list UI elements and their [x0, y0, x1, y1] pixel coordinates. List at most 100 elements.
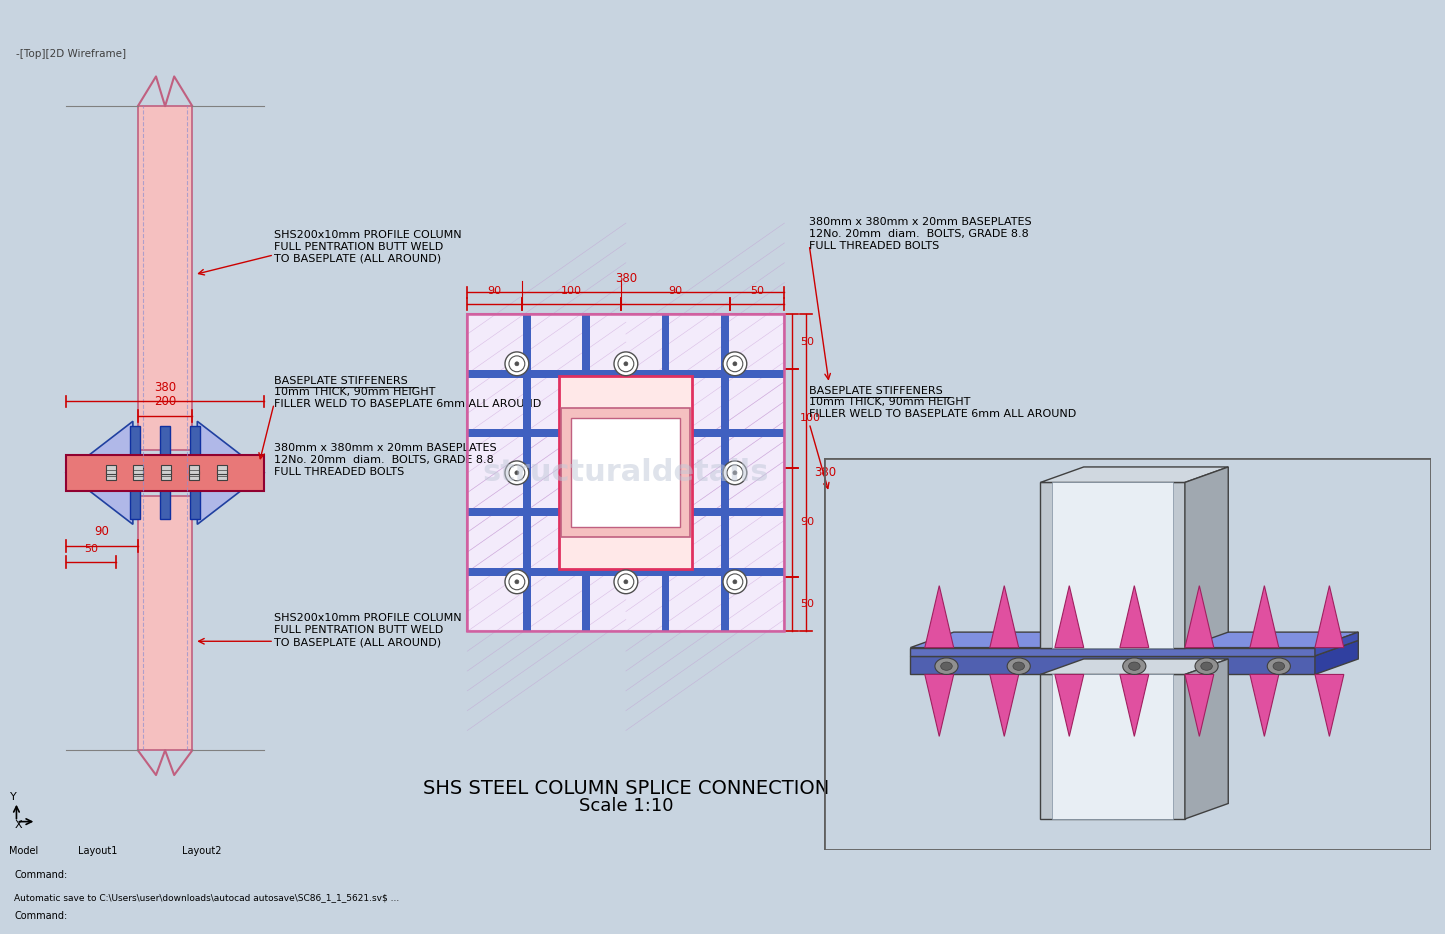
- Text: 90: 90: [94, 525, 110, 538]
- Text: 12No. 20mm  diam.  BOLTS, GRADE 8.8: 12No. 20mm diam. BOLTS, GRADE 8.8: [809, 229, 1029, 239]
- Text: FILLER WELD TO BASEPLATE 6mm ALL AROUND: FILLER WELD TO BASEPLATE 6mm ALL AROUND: [809, 409, 1077, 419]
- Text: FULL THREADED BOLTS: FULL THREADED BOLTS: [275, 467, 405, 476]
- Bar: [467, 508, 571, 517]
- Circle shape: [733, 580, 737, 584]
- Circle shape: [1123, 658, 1146, 674]
- Text: 90: 90: [801, 517, 815, 528]
- Text: Automatic save to C:\Users\user\downloads\autocad autosave\SC86_1_1_5621.sv$ ...: Automatic save to C:\Users\user\download…: [14, 894, 400, 902]
- Text: Layout1: Layout1: [78, 846, 117, 856]
- Circle shape: [1273, 662, 1285, 671]
- Bar: [189, 472, 199, 480]
- Circle shape: [514, 471, 519, 474]
- Bar: [626, 314, 785, 473]
- Polygon shape: [1315, 674, 1344, 736]
- Circle shape: [504, 352, 529, 375]
- Polygon shape: [1040, 674, 1185, 819]
- Bar: [562, 408, 691, 537]
- Polygon shape: [1120, 674, 1149, 736]
- Text: Y: Y: [10, 792, 16, 801]
- Text: 50: 50: [801, 599, 815, 609]
- Polygon shape: [1250, 674, 1279, 736]
- Text: FULL PENTRATION BUTT WELD: FULL PENTRATION BUTT WELD: [275, 626, 444, 635]
- Bar: [467, 568, 785, 576]
- Circle shape: [1129, 662, 1140, 671]
- Bar: [137, 106, 192, 450]
- Text: SHS200x10mm PROFILE COLUMN: SHS200x10mm PROFILE COLUMN: [275, 614, 462, 623]
- Bar: [105, 472, 116, 480]
- Polygon shape: [1040, 483, 1185, 647]
- Bar: [681, 508, 785, 517]
- Polygon shape: [910, 641, 1358, 656]
- Bar: [662, 528, 669, 631]
- Bar: [1052, 483, 1173, 647]
- Circle shape: [504, 460, 529, 485]
- Text: 100: 100: [561, 287, 582, 296]
- Circle shape: [1201, 662, 1212, 671]
- Polygon shape: [990, 674, 1019, 736]
- Bar: [467, 473, 626, 631]
- Bar: [467, 370, 785, 377]
- Circle shape: [727, 465, 743, 481]
- Bar: [626, 473, 785, 631]
- Circle shape: [624, 361, 629, 366]
- Bar: [137, 496, 192, 750]
- Text: TO BASEPLATE (ALL AROUND): TO BASEPLATE (ALL AROUND): [275, 637, 441, 647]
- Polygon shape: [925, 586, 954, 647]
- Circle shape: [514, 580, 519, 584]
- Circle shape: [624, 471, 629, 474]
- Polygon shape: [1185, 586, 1214, 647]
- Bar: [189, 426, 199, 519]
- Text: FULL PENTRATION BUTT WELD: FULL PENTRATION BUTT WELD: [275, 242, 444, 252]
- Polygon shape: [1120, 586, 1149, 647]
- Circle shape: [624, 580, 629, 584]
- Circle shape: [614, 352, 637, 375]
- Circle shape: [722, 460, 747, 485]
- Polygon shape: [990, 586, 1019, 647]
- Text: TO BASEPLATE (ALL AROUND): TO BASEPLATE (ALL AROUND): [275, 254, 441, 263]
- Bar: [662, 314, 669, 418]
- Circle shape: [614, 570, 637, 594]
- Circle shape: [504, 570, 529, 594]
- Circle shape: [722, 352, 747, 375]
- Text: 50: 50: [801, 336, 815, 347]
- Bar: [160, 426, 171, 519]
- Text: -[Top][2D Wireframe]: -[Top][2D Wireframe]: [16, 49, 127, 59]
- Text: 12No. 20mm  diam.  BOLTS, GRADE 8.8: 12No. 20mm diam. BOLTS, GRADE 8.8: [275, 455, 494, 465]
- Text: 380mm x 380mm x 20mm BASEPLATES: 380mm x 380mm x 20mm BASEPLATES: [809, 217, 1032, 227]
- Bar: [133, 465, 143, 474]
- Polygon shape: [910, 632, 1358, 647]
- Text: SHS200x10mm PROFILE COLUMN: SHS200x10mm PROFILE COLUMN: [275, 230, 462, 240]
- Bar: [721, 314, 728, 631]
- Bar: [217, 465, 227, 474]
- Text: BASEPLATE STIFFENERS: BASEPLATE STIFFENERS: [275, 375, 407, 386]
- Bar: [1052, 674, 1173, 819]
- Bar: [105, 465, 116, 474]
- Circle shape: [722, 570, 747, 594]
- Text: 90: 90: [669, 287, 682, 296]
- Polygon shape: [1040, 467, 1228, 483]
- Polygon shape: [1315, 586, 1344, 647]
- Polygon shape: [1040, 659, 1228, 674]
- Circle shape: [618, 465, 634, 481]
- Text: 90: 90: [487, 287, 501, 296]
- Bar: [467, 314, 785, 631]
- Circle shape: [733, 361, 737, 366]
- Text: Model: Model: [9, 846, 38, 856]
- Bar: [189, 465, 199, 474]
- Bar: [523, 314, 530, 631]
- Bar: [133, 472, 143, 480]
- Circle shape: [618, 573, 634, 589]
- Bar: [681, 430, 785, 437]
- Circle shape: [509, 356, 525, 372]
- Text: BASEPLATE STIFFENERS: BASEPLATE STIFFENERS: [809, 386, 944, 395]
- Bar: [162, 472, 171, 480]
- Circle shape: [618, 356, 634, 372]
- Polygon shape: [910, 647, 1315, 656]
- Text: 380mm x 380mm x 20mm BASEPLATES: 380mm x 380mm x 20mm BASEPLATES: [275, 443, 497, 453]
- Text: Layout2: Layout2: [182, 846, 221, 856]
- Text: 10mm THICK, 90mm HEIGHT: 10mm THICK, 90mm HEIGHT: [275, 388, 435, 398]
- Text: 380: 380: [155, 380, 176, 393]
- Circle shape: [1195, 658, 1218, 674]
- Text: Command:: Command:: [14, 870, 68, 880]
- Bar: [162, 465, 171, 474]
